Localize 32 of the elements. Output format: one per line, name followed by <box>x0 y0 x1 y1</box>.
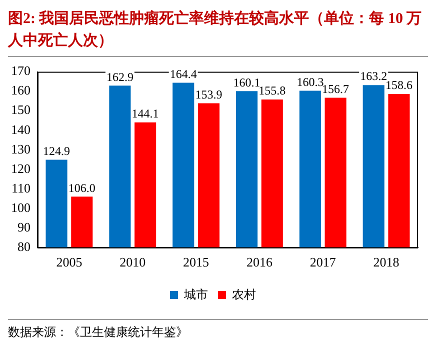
data-label: 160.1 <box>233 75 260 90</box>
x-tick-label: 2015 <box>183 254 210 270</box>
y-tick-label: 110 <box>11 180 30 196</box>
x-tick-label: 2005 <box>56 254 82 270</box>
data-label: 144.1 <box>132 106 159 120</box>
legend-label: 农村 <box>232 287 256 302</box>
y-tick-label: 100 <box>11 200 30 215</box>
data-label: 158.6 <box>385 78 412 92</box>
x-tick-label: 2016 <box>246 254 273 270</box>
data-label: 156.7 <box>322 82 350 96</box>
data-label: 162.9 <box>106 70 134 84</box>
y-tick-label: 140 <box>11 122 30 137</box>
data-label: 163.2 <box>360 69 388 84</box>
y-tick-label: 80 <box>18 238 30 254</box>
source-note: 数据来源：《卫生健康统计年鉴》 <box>8 319 428 341</box>
data-label: 106.0 <box>68 180 96 195</box>
data-label: 153.9 <box>195 87 222 102</box>
data-label: 155.8 <box>258 84 286 98</box>
legend-label: 城市 <box>183 287 208 302</box>
y-tick-label: 170 <box>11 63 30 78</box>
data-label: 124.9 <box>43 144 70 158</box>
data-label: 160.3 <box>296 74 324 89</box>
x-tick-label: 2017 <box>310 254 336 270</box>
y-tick-label: 160 <box>11 82 30 98</box>
data-label: 164.4 <box>170 66 197 81</box>
y-tick-label: 90 <box>18 219 30 234</box>
y-tick-label: 120 <box>11 160 30 176</box>
chart-title: 图2: 我国居民恶性肿瘤死亡率维持在较高水平（单位：每 10 万人中死亡人次） <box>8 8 428 57</box>
x-tick-label: 2018 <box>373 254 400 270</box>
x-tick-label: 2010 <box>120 254 146 270</box>
y-tick-label: 130 <box>11 141 30 156</box>
y-tick-label: 150 <box>11 102 30 118</box>
